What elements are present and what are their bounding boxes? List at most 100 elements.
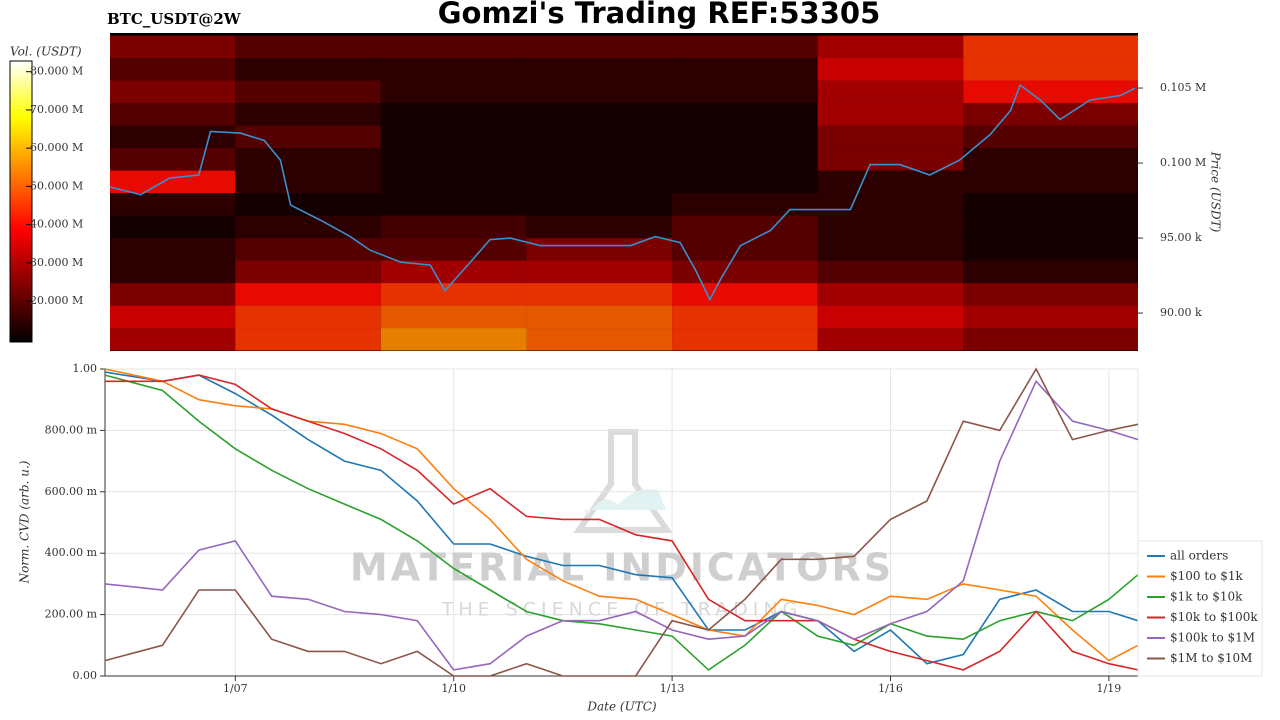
x-tick-label: 1/10 <box>441 682 466 695</box>
legend-label: $1M to $10M <box>1170 651 1252 665</box>
colorbar <box>9 60 33 343</box>
heat-cell <box>380 35 527 59</box>
heat-cell <box>672 80 818 104</box>
heat-cell <box>235 35 381 59</box>
heat-cell <box>235 283 381 306</box>
heat-cell <box>963 283 1138 306</box>
series-line <box>105 374 1139 671</box>
colorbar-label: Vol. (USDT) <box>10 45 82 59</box>
chart-subtitle: BTC_USDT@2W <box>107 10 242 28</box>
heat-cell <box>110 58 236 81</box>
x-tick-label: 1/13 <box>660 682 685 695</box>
colorbar-tick-label: 50.000 M <box>30 179 83 192</box>
y-tick-label: 0.100 M <box>1160 156 1206 169</box>
heat-cell <box>110 305 236 329</box>
y-tick-label: 200.00 m <box>45 608 98 621</box>
colorbar-tick-label: 40.000 M <box>30 218 83 231</box>
heat-cell <box>672 170 818 194</box>
watermark: MATERIAL INDICATORS <box>350 546 894 590</box>
heat-cell <box>526 58 673 81</box>
heat-cell <box>963 328 1138 351</box>
heat-cell <box>110 170 236 194</box>
heat-cell <box>817 103 964 126</box>
heat-cell <box>817 58 964 81</box>
series-line <box>104 374 1139 671</box>
heat-cell <box>526 238 673 261</box>
colorbar-tick-label: 20.000 M <box>30 294 83 307</box>
heat-cell <box>817 148 964 171</box>
heat-cell <box>235 103 381 126</box>
heat-cell <box>963 193 1138 216</box>
heat-cell <box>110 103 236 126</box>
legend-label: $100 to $1k <box>1170 569 1243 583</box>
heat-cell <box>817 80 964 104</box>
heat-cell <box>380 193 527 216</box>
heat-cell <box>380 125 527 149</box>
heat-cell <box>963 58 1138 81</box>
heat-cell <box>235 125 381 149</box>
heat-cell <box>235 193 381 216</box>
heat-cell <box>672 260 818 284</box>
heat-cell <box>235 58 381 81</box>
heat-cell <box>380 170 527 194</box>
colorbar-tick-label: 70.000 M <box>30 103 83 116</box>
heat-cell <box>963 148 1138 171</box>
heat-cell <box>526 170 673 194</box>
plot-area <box>104 368 1139 677</box>
heat-cell <box>817 260 964 284</box>
heat-cell <box>526 125 673 149</box>
heat-cell <box>526 328 673 351</box>
heat-cell <box>110 193 236 216</box>
x-axis-label: Date (UTC) <box>586 700 656 714</box>
heat-cell <box>672 35 818 59</box>
price-line <box>109 83 1136 302</box>
heat-cell <box>526 215 673 239</box>
y-tick-label: 90.00 k <box>1160 306 1202 319</box>
heat-cell <box>110 215 236 239</box>
heat-cell <box>817 238 964 261</box>
heat-cell <box>672 328 818 351</box>
heat-cell <box>817 215 964 239</box>
heat-cell <box>110 238 236 261</box>
series-line <box>104 371 1139 665</box>
heat-cell <box>817 283 964 306</box>
y-tick-label: 800.00 m <box>45 423 98 436</box>
heat-cell <box>380 238 527 261</box>
heat-cell <box>110 125 236 149</box>
legend-label: $10k to $100k <box>1170 610 1258 624</box>
heat-cell <box>110 260 236 284</box>
y-tick-label: 0.00 <box>73 669 98 682</box>
heat-cell <box>380 148 527 171</box>
heat-cell <box>672 148 818 171</box>
heat-cell <box>817 193 964 216</box>
heat-cell <box>380 215 527 239</box>
watermark-logo <box>573 429 673 533</box>
heat-cell <box>235 238 381 261</box>
heat-cell <box>817 305 964 329</box>
heat-cell <box>672 238 818 261</box>
watermark: THE SCIENCE OF TRADING <box>441 599 803 621</box>
y-axis-label: Price (USDT) <box>1209 151 1223 233</box>
heat-cell <box>526 260 673 284</box>
heat-cell <box>235 305 381 329</box>
heat-cell <box>380 103 527 126</box>
heat-cell <box>110 328 236 351</box>
heat-cell <box>963 215 1138 239</box>
legend <box>1137 540 1263 677</box>
chart-title: Gomzi's Trading REF:53305 <box>438 0 881 30</box>
heat-cell <box>526 305 673 329</box>
y-tick-label: 95.00 k <box>1160 231 1202 244</box>
heat-cell <box>235 260 381 284</box>
heat-cell <box>963 35 1138 59</box>
colorbar-tick-label: 80.000 M <box>30 65 83 78</box>
colorbar-tick-label: 60.000 M <box>30 141 83 154</box>
heat-cell <box>963 170 1138 194</box>
heat-cell <box>380 58 527 81</box>
heat-cell <box>672 193 818 216</box>
heat-cell <box>526 80 673 104</box>
heat-cell <box>380 305 527 329</box>
heat-cell <box>817 170 964 194</box>
heat-cell <box>963 260 1138 284</box>
y-tick-label: 600.00 m <box>45 485 98 498</box>
